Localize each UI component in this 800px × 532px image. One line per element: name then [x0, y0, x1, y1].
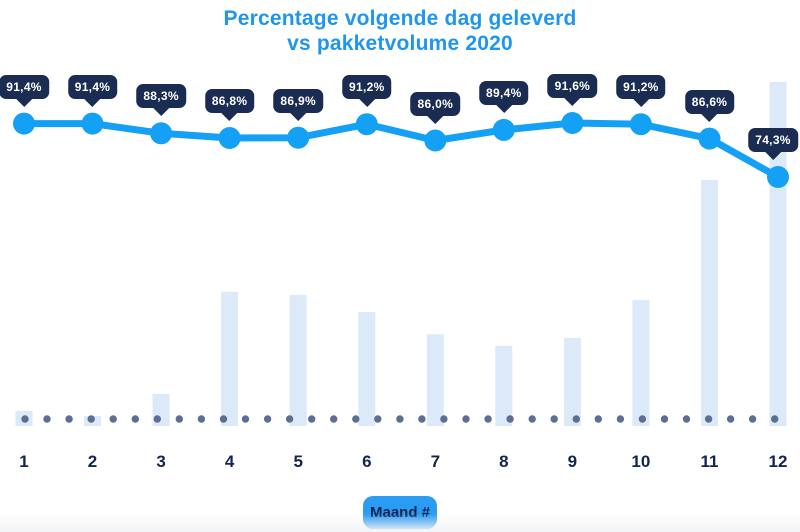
line-marker: [492, 118, 515, 141]
data-label-badge: 74,3%: [748, 128, 798, 152]
percentage-line: [20, 119, 782, 181]
baseline-dot: [109, 415, 117, 423]
data-label-badge: 86,0%: [410, 91, 461, 116]
data-label-badge: 91,2%: [342, 75, 392, 100]
baseline-dot: [726, 415, 735, 423]
baseline-dot: [396, 415, 404, 423]
baseline-dot: [682, 415, 691, 423]
line-marker: [767, 166, 789, 188]
data-label-badge: 91,4%: [0, 74, 49, 99]
line-marker: [13, 112, 35, 135]
x-axis-tick-label: 2: [87, 452, 98, 471]
baseline-dot: [87, 415, 95, 423]
chart-title: Percentage volgende dag geleverd vs pakk…: [0, 6, 800, 56]
baseline-dot: [175, 415, 183, 423]
baseline-dot: [506, 415, 514, 423]
baseline-dot: [374, 415, 382, 423]
baseline-dot: [131, 415, 139, 423]
data-label-badge: 86,9%: [273, 88, 323, 113]
x-axis-title-pill: Maand #: [363, 496, 437, 529]
volume-bar: [701, 180, 718, 426]
volume-bar: [563, 337, 581, 426]
x-axis-tick-label: 5: [293, 452, 303, 471]
data-label-badge: 88,3%: [136, 84, 186, 109]
chart-title-line2: vs pakketvolume 2020: [287, 32, 513, 55]
volume-bar: [495, 345, 513, 426]
line-marker: [218, 127, 241, 149]
baseline-dot: [550, 415, 558, 423]
baseline-dot: [572, 415, 580, 423]
volume-bar: [289, 294, 307, 426]
volume-bar: [426, 334, 444, 426]
baseline-dot: [43, 415, 51, 423]
x-axis-tick-label: 7: [430, 452, 441, 471]
baseline-dot: [352, 415, 360, 423]
line-marker: [355, 113, 378, 136]
baseline-dot: [153, 415, 161, 423]
volume-bar: [221, 291, 239, 426]
baseline-dot: [638, 415, 647, 423]
baseline-dot: [704, 415, 713, 423]
data-label-badge: 89,4%: [479, 80, 529, 105]
baseline-dot: [330, 415, 338, 423]
baseline-dot: [594, 415, 602, 423]
baseline-dot: [21, 415, 29, 423]
data-label-badge: 91,4%: [67, 74, 118, 99]
x-axis-tick-label: 4: [224, 452, 235, 471]
x-axis-tick-label: 11: [700, 452, 719, 471]
data-label-badge: 86,6%: [684, 89, 735, 114]
baseline-dot: [660, 415, 669, 423]
baseline-dot: [462, 415, 470, 423]
baseline-dot: [528, 415, 536, 423]
x-axis-tick-label: 10: [631, 452, 651, 471]
x-axis-tick-label: 12: [768, 452, 788, 471]
x-axis-tick-label: 6: [362, 452, 372, 471]
baseline-dot: [241, 415, 250, 423]
baseline-dot: [308, 415, 316, 423]
baseline-dot: [197, 415, 206, 423]
x-axis-tick-label: 3: [156, 452, 166, 471]
data-label-badge: 86,8%: [204, 89, 255, 113]
baseline-dot: [418, 415, 426, 423]
volume-bar: [632, 300, 650, 426]
baseline-dot: [219, 415, 228, 423]
baseline-dot: [748, 415, 757, 423]
line-marker: [424, 129, 447, 152]
line-marker: [150, 122, 173, 145]
x-axis-tick-label: 8: [499, 452, 509, 471]
line-marker: [629, 113, 652, 136]
line-marker: [287, 126, 310, 149]
baseline-dot: [65, 415, 73, 423]
line-marker: [698, 127, 721, 150]
data-label-badge: 91,2%: [616, 75, 666, 100]
baseline-dot: [285, 415, 294, 423]
baseline-dot: [771, 415, 779, 423]
chart-title-line1: Percentage volgende dag geleverd: [223, 7, 577, 30]
x-axis-tick-label: 1: [19, 452, 29, 471]
line-marker: [561, 112, 584, 134]
baseline-dot: [263, 415, 272, 423]
baseline-dot: [616, 415, 625, 423]
x-axis-tick-label: 9: [567, 452, 578, 471]
x-axis-title-label: Maand #: [369, 504, 430, 521]
line-marker: [81, 112, 104, 135]
volume-bar: [358, 312, 376, 426]
baseline-dot: [484, 415, 492, 423]
baseline-dot: [440, 415, 448, 423]
data-label-badge: 91,6%: [547, 74, 598, 98]
